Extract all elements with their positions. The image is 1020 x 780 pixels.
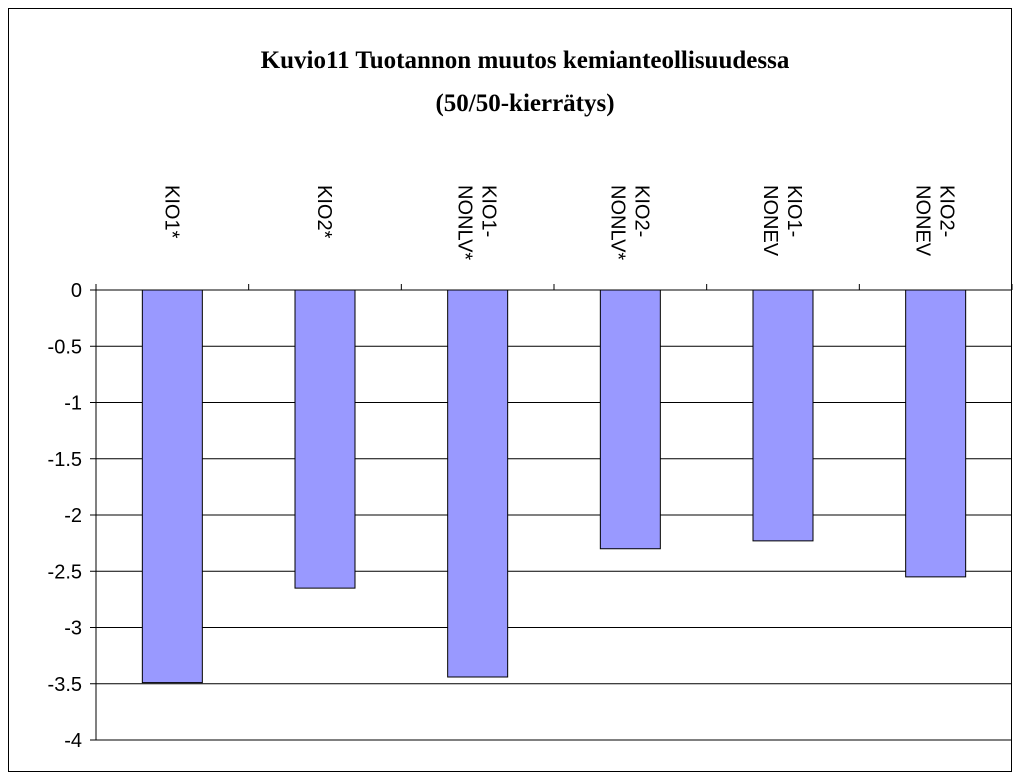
bar [905,289,967,578]
y-tick-label: -3.5 [48,674,82,696]
x-tick-label: KIO2-NONLV* [606,185,652,260]
chart-subtitle: (50/50-kierrätys) [435,90,614,117]
x-tick-label: KIO1-NONEV [759,185,805,257]
x-tick-label: KIO2* [313,185,335,239]
y-tick-label: -2.5 [48,561,82,583]
x-tick-label: KIO1-NONLV* [454,185,500,260]
y-tick-label: -1.5 [48,449,82,471]
y-tick-label: -0.5 [48,336,82,358]
bar [752,289,814,542]
y-tick-label: -2 [64,505,82,527]
bar [141,289,203,684]
chart-title: Kuvio11 Tuotannon muutos kemianteollisuu… [261,47,790,74]
y-tick-label: -1 [64,393,82,415]
bar [599,289,661,550]
bar [294,289,356,589]
y-tick-label: -4 [64,730,82,752]
x-tick-label: KIO1* [160,185,182,239]
bar [447,289,509,678]
x-tick-label: KIO2-NONEV [912,185,958,257]
y-tick-label: 0 [71,280,82,302]
y-tick-label: -3 [64,618,82,640]
